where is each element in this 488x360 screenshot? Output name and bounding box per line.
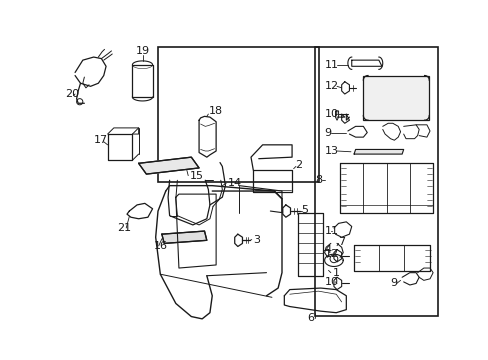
Text: 17: 17 xyxy=(94,135,107,145)
Text: 11: 11 xyxy=(324,60,338,70)
Bar xyxy=(363,76,428,120)
Text: 3: 3 xyxy=(253,235,260,244)
Text: 6: 6 xyxy=(307,313,314,323)
Text: 10: 10 xyxy=(324,109,338,119)
Text: 14: 14 xyxy=(227,178,242,188)
Text: 12: 12 xyxy=(324,81,338,91)
Text: 1: 1 xyxy=(332,267,339,278)
Text: 19: 19 xyxy=(136,46,150,56)
Text: 7: 7 xyxy=(338,237,345,247)
Text: 21: 21 xyxy=(117,223,131,233)
Text: 8: 8 xyxy=(315,175,322,185)
Text: 4: 4 xyxy=(324,244,331,255)
Text: 20: 20 xyxy=(65,89,79,99)
Text: 11: 11 xyxy=(324,226,338,236)
Text: 2: 2 xyxy=(295,160,302,170)
Text: 18: 18 xyxy=(208,106,222,116)
Text: 15: 15 xyxy=(189,171,203,181)
Polygon shape xyxy=(162,231,206,243)
Bar xyxy=(158,48,318,182)
Text: 9: 9 xyxy=(390,278,397,288)
Text: 13: 13 xyxy=(324,146,338,156)
Polygon shape xyxy=(353,149,403,154)
Polygon shape xyxy=(138,157,199,174)
Text: 5: 5 xyxy=(301,205,308,215)
Bar xyxy=(314,48,437,316)
Text: 12: 12 xyxy=(324,249,338,259)
Text: 10: 10 xyxy=(324,277,338,287)
Text: 9: 9 xyxy=(324,127,331,138)
Text: 16: 16 xyxy=(154,241,168,251)
